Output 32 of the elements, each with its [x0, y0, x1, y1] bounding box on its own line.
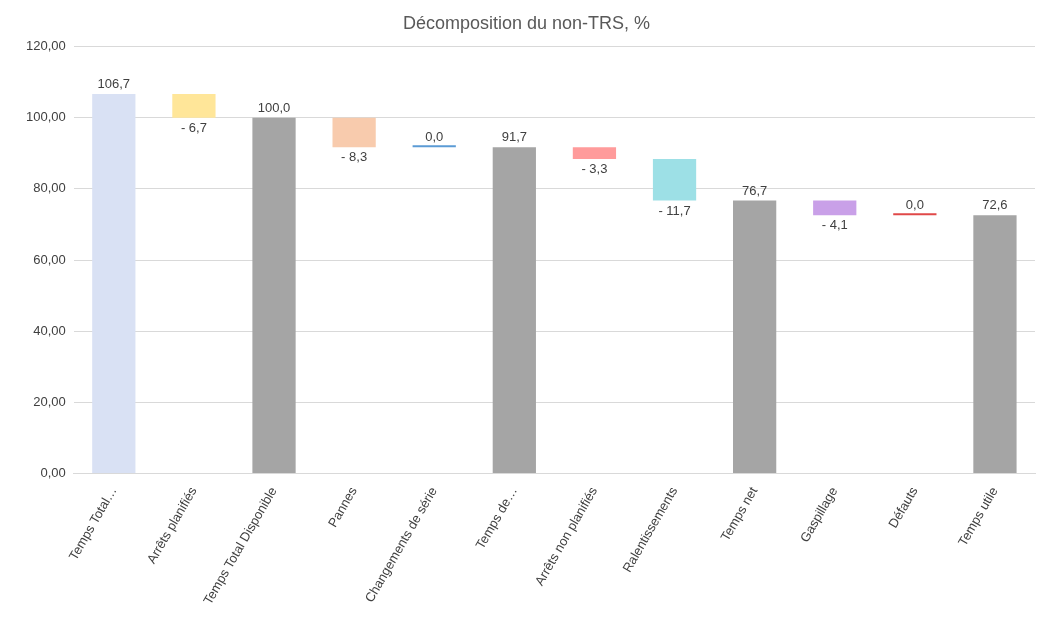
bar: [412, 145, 456, 148]
data-label: 106,7: [97, 75, 131, 91]
bar: [92, 93, 136, 473]
data-label: 0,0: [425, 129, 444, 145]
y-tick-label: 0,00: [40, 465, 66, 481]
bar: [492, 147, 536, 473]
data-label: 0,0: [905, 197, 924, 213]
bar: [652, 159, 697, 201]
bar: [973, 215, 1017, 473]
y-tick-label: 120,00: [26, 38, 66, 54]
y-tick-label: 80,00: [33, 180, 66, 196]
data-label: - 4,1: [821, 217, 848, 233]
bar: [172, 93, 216, 118]
y-tick-label: 40,00: [33, 322, 66, 338]
data-label: - 8,3: [341, 149, 368, 165]
bar: [252, 117, 296, 473]
bar: [893, 213, 937, 216]
bar: [332, 117, 376, 148]
data-label: 91,7: [501, 129, 527, 145]
y-tick-label: 20,00: [33, 393, 66, 409]
chart-title: Décomposition du non-TRS, %: [402, 12, 651, 33]
bar: [813, 200, 857, 216]
bar: [733, 200, 777, 473]
data-label: - 6,7: [180, 119, 207, 135]
y-tick-label: 60,00: [33, 251, 66, 267]
data-label: - 11,7: [658, 202, 691, 218]
data-label: 100,0: [257, 99, 291, 115]
bar: [572, 147, 617, 159]
data-label: 76,7: [741, 182, 768, 198]
data-label: 72,6: [982, 197, 1008, 213]
data-label: - 3,3: [581, 161, 608, 177]
y-tick-label: 100,00: [26, 109, 66, 125]
